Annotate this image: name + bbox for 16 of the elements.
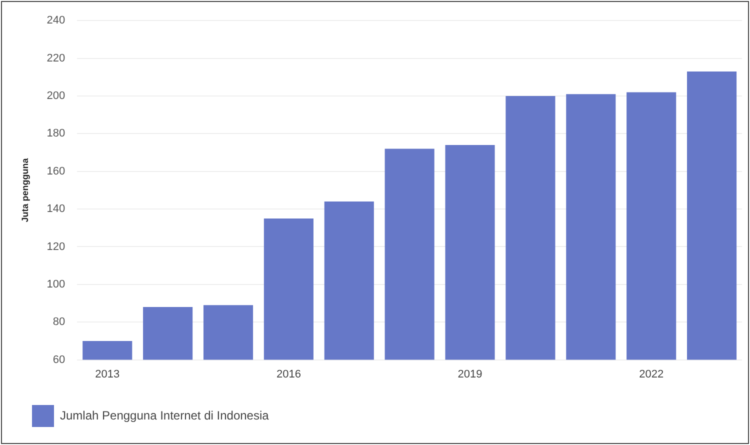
x-tick-label: 2016	[276, 368, 301, 380]
y-tick-label: 180	[46, 128, 66, 140]
y-tick-label: 100	[46, 278, 66, 290]
y-axis-title: Juta pengguna	[20, 157, 30, 222]
y-tick-label: 120	[46, 240, 66, 253]
x-tick-label: 2013	[95, 368, 120, 380]
y-tick-label: 200	[46, 90, 66, 102]
y-tick-label: 140	[46, 203, 66, 216]
y-tick-label: 240	[46, 14, 66, 27]
legend-label: Jumlah Pengguna Internet di Indonesia	[60, 408, 270, 422]
y-tick-label: 60	[52, 354, 66, 366]
x-tick-label: 2019	[458, 368, 482, 380]
y-tick-label: 220	[46, 52, 66, 64]
y-tick-label: 80	[52, 316, 66, 328]
y-tick-label: 160	[46, 165, 66, 178]
x-tick-label: 2022	[639, 368, 664, 380]
